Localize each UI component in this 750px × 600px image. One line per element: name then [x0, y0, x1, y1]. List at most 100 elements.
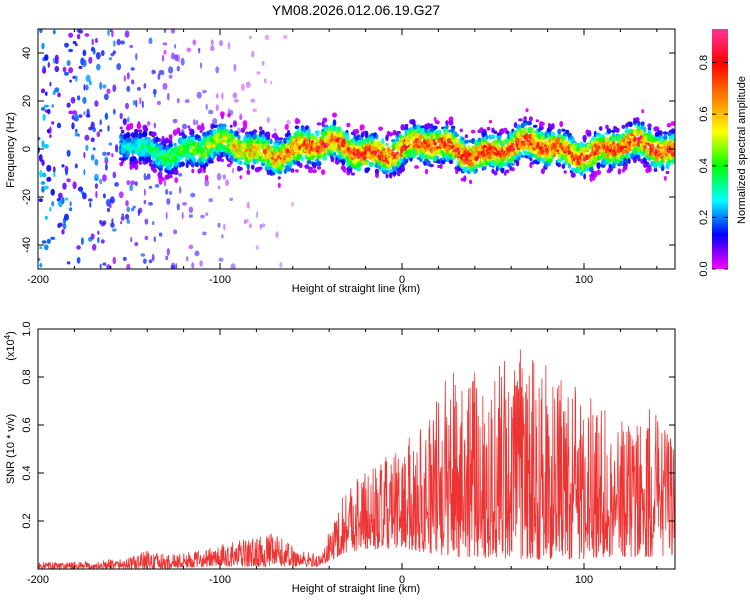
heatmap-cell [608, 144, 613, 150]
heatmap-cell [510, 167, 515, 172]
heatmap-cell [176, 203, 180, 211]
heatmap-cell [647, 127, 652, 131]
heatmap-cell [559, 120, 564, 128]
heatmap-cell [579, 146, 584, 153]
heatmap-cell [278, 137, 284, 141]
heatmap-cell [290, 168, 295, 173]
heatmap-cell [351, 137, 355, 143]
heatmap-cell [39, 169, 43, 178]
heatmap-cell [385, 142, 389, 147]
heatmap-cell [89, 201, 92, 208]
heatmap-cell [75, 128, 78, 133]
heatmap-cell [621, 124, 626, 129]
heatmap-cell [94, 173, 99, 181]
heatmap-cell [451, 127, 455, 133]
heatmap-cell [468, 166, 473, 172]
heatmap-cell [208, 109, 214, 115]
heatmap-cell [121, 213, 124, 218]
heatmap-cell [50, 188, 55, 196]
heatmap-cell [445, 124, 449, 130]
heatmap-cell [46, 164, 52, 172]
snr-frame [37, 328, 676, 570]
heatmap-cell [233, 63, 237, 72]
heatmap-cell [176, 54, 180, 63]
heatmap-cell [94, 183, 98, 189]
heatmap-cell [627, 157, 631, 165]
heatmap-cell [176, 127, 181, 131]
heatmap-cell [125, 137, 131, 143]
heatmap-cell [83, 151, 86, 159]
colorbar: 0.0 0.2 0.4 0.6 0.8 Normalized spectral ampl… [698, 29, 748, 277]
heatmap-cell [191, 262, 195, 269]
heatmap-cell [503, 127, 508, 132]
heatmap-cell [176, 97, 180, 104]
heatmap-cell [168, 66, 174, 74]
heatmap-cell [38, 198, 43, 203]
heatmap-cell [107, 29, 110, 37]
heatmap-cell [426, 132, 431, 137]
heatmap-cell [523, 122, 527, 127]
heatmap-cell [670, 128, 675, 135]
heatmap-cell [307, 166, 313, 171]
heatmap-cell [42, 114, 46, 121]
heatmap-cell [414, 165, 419, 169]
heatmap-cell [663, 175, 667, 181]
heatmap-cell [166, 198, 171, 205]
heatmap-cell [261, 60, 265, 66]
heatmap-cell [88, 56, 93, 64]
heatmap-cell [196, 91, 202, 99]
heatmap-cell [202, 231, 207, 236]
heatmap-cell [448, 120, 454, 126]
heatmap-cell [637, 155, 641, 159]
y-tick-label: 0 [21, 146, 33, 152]
heatmap-cell [84, 33, 90, 37]
heatmap-cell [637, 120, 641, 127]
heatmap-cell [617, 168, 622, 175]
heatmap-cell [496, 135, 502, 140]
heatmap-cell [191, 168, 195, 174]
heatmap-cell [541, 121, 545, 126]
heatmap-cell [598, 126, 603, 131]
heatmap-cell [346, 122, 351, 128]
heatmap-cell [239, 115, 243, 121]
heatmap-cell [122, 118, 127, 125]
heatmap-cell [82, 59, 87, 67]
heatmap-cell [161, 177, 165, 181]
heatmap-cell [173, 169, 179, 176]
snr-y-axis-label: SNR (10 * v/v) [5, 414, 17, 484]
heatmap-cell [126, 72, 130, 80]
heatmap-cell [632, 156, 638, 164]
heatmap-cell [187, 125, 191, 129]
heatmap-cell [404, 123, 409, 128]
heatmap-cell [152, 131, 157, 137]
heatmap-cell [80, 237, 84, 246]
heatmap-cell [659, 130, 663, 136]
heatmap-cell [148, 147, 153, 154]
heatmap-cell [252, 108, 257, 112]
heatmap-cell [510, 162, 515, 166]
figure-title: YM08.2026.012.06.19.G27 [272, 2, 440, 18]
heatmap-cell [90, 154, 95, 161]
heatmap-cell [138, 129, 143, 133]
heatmap-cell [83, 84, 86, 91]
heatmap-cell [134, 163, 139, 170]
snr-ticks: -200 -100 0 100 0.2 0.4 0.6 0.8 1.0 [21, 321, 675, 586]
heatmap-cell [477, 137, 482, 143]
heatmap-cell [99, 119, 102, 126]
heatmap-cell [142, 130, 148, 138]
heatmap-cell [130, 67, 135, 71]
heatmap-cell [148, 37, 153, 45]
heatmap-cell [428, 163, 434, 168]
heatmap-cell [112, 256, 117, 265]
heatmap-cell [43, 185, 49, 190]
heatmap-cell [170, 262, 176, 269]
heatmap-cell [246, 201, 250, 209]
heatmap-cell [133, 160, 139, 164]
heatmap-cell [219, 40, 223, 47]
heatmap-cell [300, 126, 305, 132]
spectrogram-y-axis-label: Frequency (Hz) [5, 112, 17, 188]
heatmap-cell [64, 71, 69, 76]
heatmap-cell [378, 126, 384, 131]
heatmap-cell [74, 113, 79, 122]
